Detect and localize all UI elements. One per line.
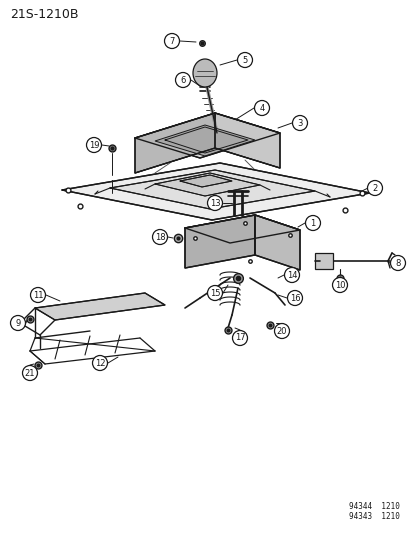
Text: 4: 4 — [259, 103, 264, 112]
Text: 10: 10 — [334, 280, 344, 289]
Circle shape — [389, 255, 404, 271]
Text: 94344  1210: 94344 1210 — [348, 502, 399, 511]
Text: 16: 16 — [289, 294, 299, 303]
Polygon shape — [135, 113, 279, 158]
Circle shape — [284, 268, 299, 282]
Polygon shape — [154, 125, 254, 156]
Text: 94343  1210: 94343 1210 — [348, 512, 399, 521]
Text: 18: 18 — [154, 232, 165, 241]
Text: 12: 12 — [95, 359, 105, 367]
Circle shape — [292, 116, 307, 131]
Text: 14: 14 — [286, 271, 297, 279]
Text: 20: 20 — [276, 327, 287, 335]
Circle shape — [287, 290, 302, 305]
Text: 17: 17 — [234, 334, 245, 343]
Text: 9: 9 — [15, 319, 21, 327]
Text: 7: 7 — [169, 36, 174, 45]
Circle shape — [92, 356, 107, 370]
Circle shape — [10, 316, 26, 330]
Polygon shape — [254, 215, 299, 270]
Circle shape — [332, 278, 347, 293]
Polygon shape — [35, 293, 165, 320]
Text: 1: 1 — [310, 219, 315, 228]
Circle shape — [367, 181, 382, 196]
Text: 6: 6 — [180, 76, 185, 85]
Polygon shape — [214, 113, 279, 168]
Circle shape — [207, 196, 222, 211]
Circle shape — [164, 34, 179, 49]
Circle shape — [305, 215, 320, 230]
Circle shape — [254, 101, 269, 116]
Text: 8: 8 — [394, 259, 400, 268]
Circle shape — [232, 330, 247, 345]
Polygon shape — [135, 113, 214, 173]
Text: 5: 5 — [242, 55, 247, 64]
Circle shape — [175, 72, 190, 87]
Text: 3: 3 — [297, 118, 302, 127]
Text: 13: 13 — [209, 198, 220, 207]
Text: 21S-1210B: 21S-1210B — [10, 8, 78, 21]
Polygon shape — [185, 215, 299, 243]
Text: 21: 21 — [25, 368, 35, 377]
Circle shape — [207, 286, 222, 301]
Text: 11: 11 — [33, 290, 43, 300]
Circle shape — [86, 138, 101, 152]
Polygon shape — [180, 175, 231, 187]
Polygon shape — [154, 173, 259, 196]
Circle shape — [31, 287, 45, 303]
Circle shape — [274, 324, 289, 338]
Polygon shape — [110, 170, 314, 209]
Polygon shape — [185, 215, 254, 268]
Text: 2: 2 — [371, 183, 377, 192]
Polygon shape — [62, 163, 369, 220]
Text: 19: 19 — [88, 141, 99, 149]
Circle shape — [152, 230, 167, 245]
Text: 15: 15 — [209, 288, 220, 297]
FancyBboxPatch shape — [314, 253, 332, 269]
Ellipse shape — [192, 59, 216, 87]
Circle shape — [237, 52, 252, 68]
Circle shape — [22, 366, 38, 381]
